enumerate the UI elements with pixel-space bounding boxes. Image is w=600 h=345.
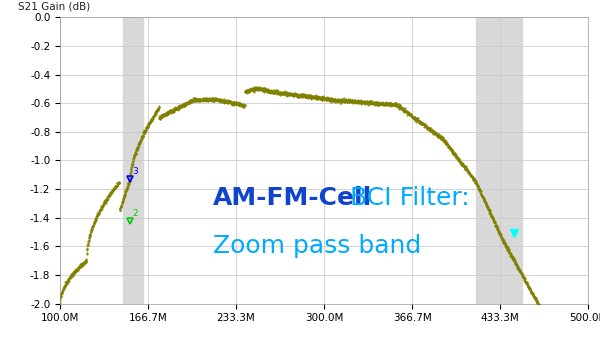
Bar — [476, 17, 522, 304]
Bar — [124, 17, 143, 304]
Text: 2: 2 — [132, 209, 137, 218]
Text: 3: 3 — [132, 167, 137, 176]
Text: S21 Gain (dB): S21 Gain (dB) — [18, 1, 90, 11]
Text: AM-FM-Cell: AM-FM-Cell — [213, 186, 373, 210]
Text: BCI Filter:: BCI Filter: — [343, 186, 470, 210]
Text: Zoom pass band: Zoom pass band — [213, 234, 421, 258]
